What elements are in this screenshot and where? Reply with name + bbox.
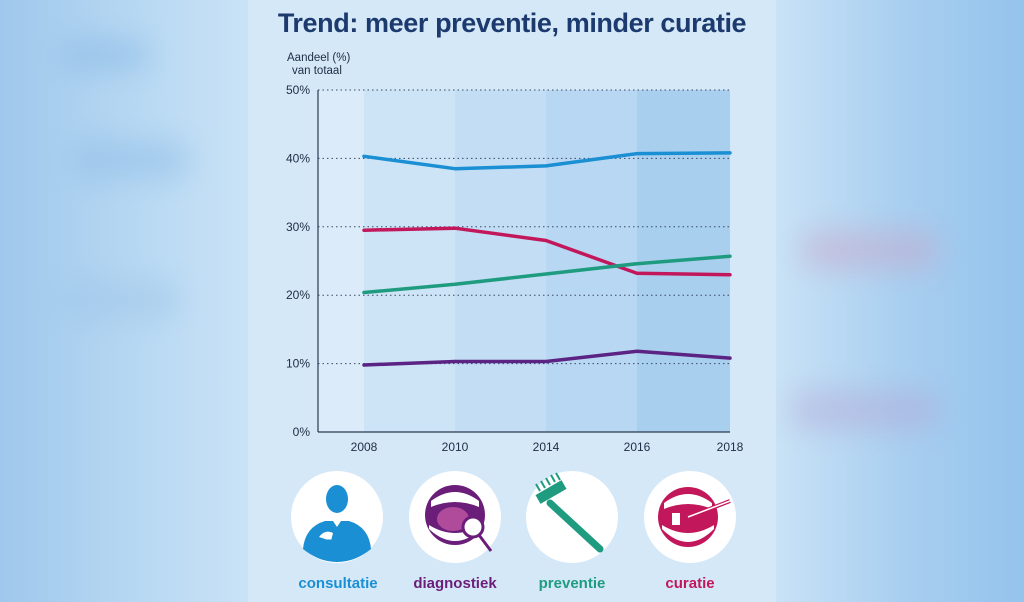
- column-band: [318, 90, 364, 432]
- series-line-preventie: [362, 254, 732, 295]
- series-lines: [362, 151, 732, 367]
- line-chart: 0% 10% 20% 30% 40% 50% 2008 2010 2014 2016 2018: [286, 83, 744, 454]
- chart-title: Trend: meer preventie, minder curatie: [277, 8, 747, 38]
- column-band: [364, 90, 455, 432]
- background-left: [0, 0, 248, 602]
- column-band: [455, 90, 546, 432]
- x-tick-label: 2010: [442, 440, 469, 454]
- legend-label-preventie: preventie: [538, 575, 606, 592]
- legend-label-consultatie: consultatie: [298, 575, 378, 592]
- y-tick-label: 20%: [286, 288, 310, 302]
- series-line-diagnostiek: [362, 349, 732, 367]
- y-tick-label: 10%: [286, 357, 310, 371]
- series-line-consultatie: [362, 151, 732, 171]
- background-right: [776, 0, 1024, 602]
- y-axis-label-line2: van totaal: [292, 65, 342, 77]
- x-tick-label: 2014: [533, 440, 560, 454]
- mouth-tooth-drill-icon: [644, 471, 736, 563]
- y-tick-label: 50%: [286, 83, 310, 97]
- y-tick-label: 0%: [293, 425, 311, 439]
- bg-blur: [790, 390, 940, 430]
- y-tick-label: 40%: [286, 151, 310, 165]
- bg-blur: [800, 230, 940, 270]
- y-tick-label: 30%: [286, 220, 310, 234]
- x-tick-label: 2008: [351, 440, 378, 454]
- bg-blur: [70, 140, 190, 180]
- series-line-curatie: [362, 226, 732, 277]
- x-tick-label: 2016: [624, 440, 651, 454]
- y-axis-label: Aandeel (%) van totaal: [287, 52, 350, 78]
- x-tick-label: 2018: [717, 440, 744, 454]
- legend-label-diagnostiek: diagnostiek: [413, 575, 497, 592]
- mouth-mirror-icon: [409, 471, 501, 563]
- toothbrush-icon: [526, 471, 618, 563]
- legend-label-curatie: curatie: [665, 575, 715, 592]
- tick-labels: 0% 10% 20% 30% 40% 50% 2008 2010 2014 2016 2018: [286, 83, 744, 454]
- column-band: [546, 90, 637, 432]
- bg-blur: [60, 40, 150, 70]
- dentist-icon: [291, 471, 383, 563]
- bg-blur: [60, 280, 180, 320]
- y-axis-label-line1: Aandeel (%): [287, 52, 351, 64]
- axes: [317, 90, 730, 433]
